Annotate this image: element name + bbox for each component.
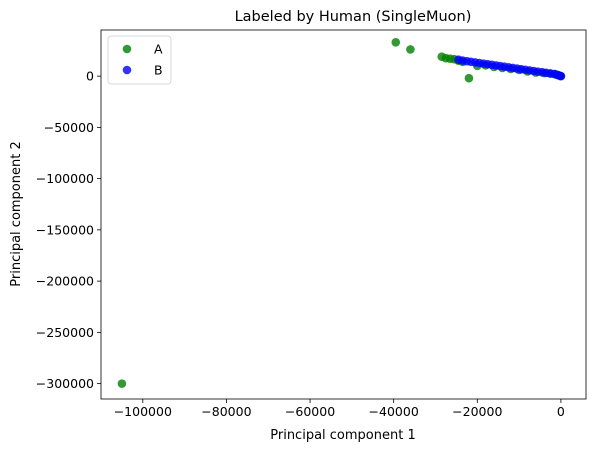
y-tick-label: 0	[86, 69, 94, 84]
points-layer	[117, 38, 566, 388]
x-tick-label: −20000	[452, 404, 502, 419]
point-a	[406, 45, 415, 54]
legend-label-a: A	[154, 42, 163, 57]
legend: AB	[107, 35, 172, 85]
y-tick-label: −300000	[36, 376, 94, 391]
x-axis-label: Principal component 1	[270, 428, 415, 443]
legend-marker-a	[122, 44, 132, 54]
legend-marker-b	[122, 65, 132, 75]
y-tick-label: −100000	[36, 171, 94, 186]
chart-title: Labeled by Human (SingleMuon)	[235, 9, 472, 25]
point-a	[391, 38, 401, 47]
point-a	[117, 379, 127, 388]
point-a	[464, 73, 474, 83]
x-tick-label: −60000	[285, 404, 335, 419]
y-tick-label: −150000	[36, 222, 94, 237]
ticks-layer: −100000 −80000 −60000 −40000 −20000 0−300000−…	[36, 69, 565, 419]
point-b	[556, 71, 566, 81]
x-tick-label: −80000	[201, 404, 251, 419]
y-tick-label: −250000	[36, 325, 94, 340]
x-tick-label: 0	[557, 404, 565, 419]
y-tick-label: −50000	[44, 120, 94, 135]
x-tick-label: −40000	[369, 404, 419, 419]
y-tick-label: −200000	[36, 274, 94, 289]
x-tick-label: −100000	[114, 404, 172, 419]
plot-frame	[100, 29, 587, 400]
legend-label-b: B	[154, 63, 163, 78]
y-axis-label: Principal component 2	[9, 141, 24, 286]
